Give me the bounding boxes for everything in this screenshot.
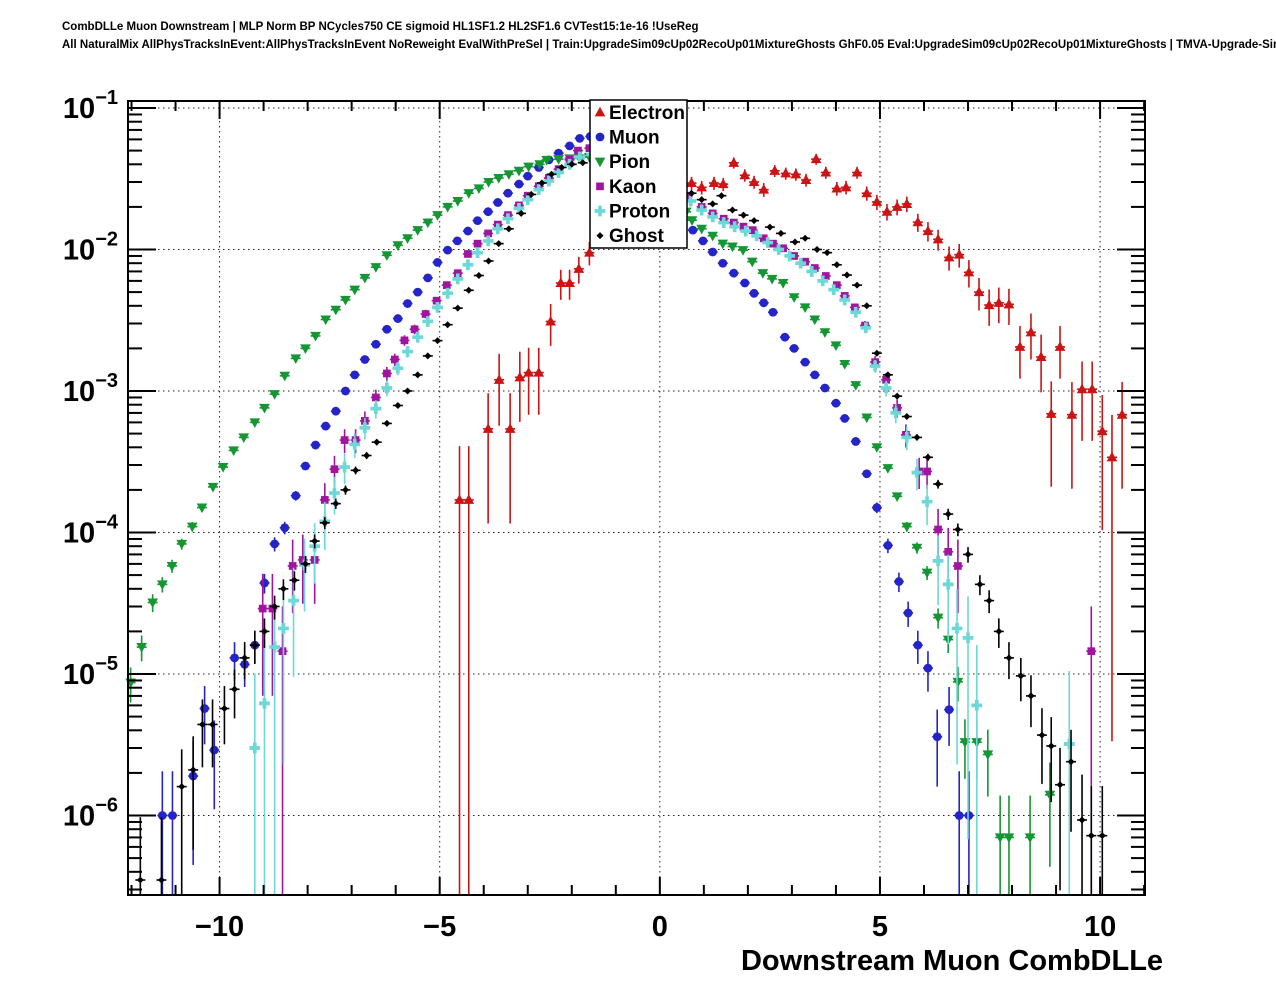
- legend: Electron Muon Pion Kaon Proton Ghost: [589, 99, 688, 249]
- legend-label: Electron: [609, 103, 685, 124]
- svg-text:10−5: 10−5: [63, 653, 118, 691]
- triangle-up-icon: [594, 106, 606, 117]
- svg-text:5: 5: [872, 911, 888, 943]
- cross-icon: [594, 205, 606, 217]
- svg-text:10−4: 10−4: [63, 512, 119, 550]
- plot-title-line1: CombDLLe Muon Downstream | MLP Norm BP N…: [62, 21, 699, 33]
- svg-text:10−2: 10−2: [63, 229, 118, 267]
- legend-label: Ghost: [609, 226, 665, 247]
- x-tick-labels: −10 −5 0 5 10: [195, 911, 1116, 943]
- series-electron: [454, 153, 1128, 895]
- svg-text:10−1: 10−1: [63, 87, 118, 125]
- plot-title-line2: All NaturalMix AllPhysTracksInEvent:AllP…: [62, 39, 1276, 51]
- svg-text:10−6: 10−6: [63, 795, 118, 833]
- svg-text:10−3: 10−3: [63, 370, 118, 408]
- legend-label: Kaon: [609, 177, 657, 198]
- series-muon: [157, 131, 974, 895]
- legend-entry-kaon: Kaon: [596, 177, 657, 198]
- axis-ticks: [128, 101, 1146, 895]
- legend-entry-muon: Muon: [595, 128, 660, 149]
- legend-entry-electron: Electron: [594, 103, 685, 124]
- triangle-down-icon: [594, 157, 606, 168]
- legend-label: Pion: [609, 152, 650, 173]
- svg-text:10: 10: [1084, 911, 1116, 943]
- legend-entry-ghost: Ghost: [596, 226, 665, 247]
- legend-label: Muon: [609, 128, 660, 149]
- square-icon: [596, 182, 604, 191]
- series-proton: [249, 147, 1075, 895]
- y-tick-labels: 10−1 10−2 10−3 10−4 10−5 10−6: [63, 87, 119, 833]
- legend-label: Proton: [609, 202, 670, 223]
- x-axis-title: Downstream Muon CombDLLe: [741, 945, 1163, 977]
- series-ghost: [135, 157, 1108, 895]
- svg-text:−10: −10: [195, 911, 244, 943]
- svg-text:0: 0: [652, 911, 668, 943]
- legend-entry-proton: Proton: [594, 202, 670, 223]
- svg-text:−5: −5: [423, 911, 456, 943]
- legend-entry-pion: Pion: [594, 152, 650, 173]
- circle-icon: [595, 132, 605, 142]
- diamond-icon: [596, 232, 604, 240]
